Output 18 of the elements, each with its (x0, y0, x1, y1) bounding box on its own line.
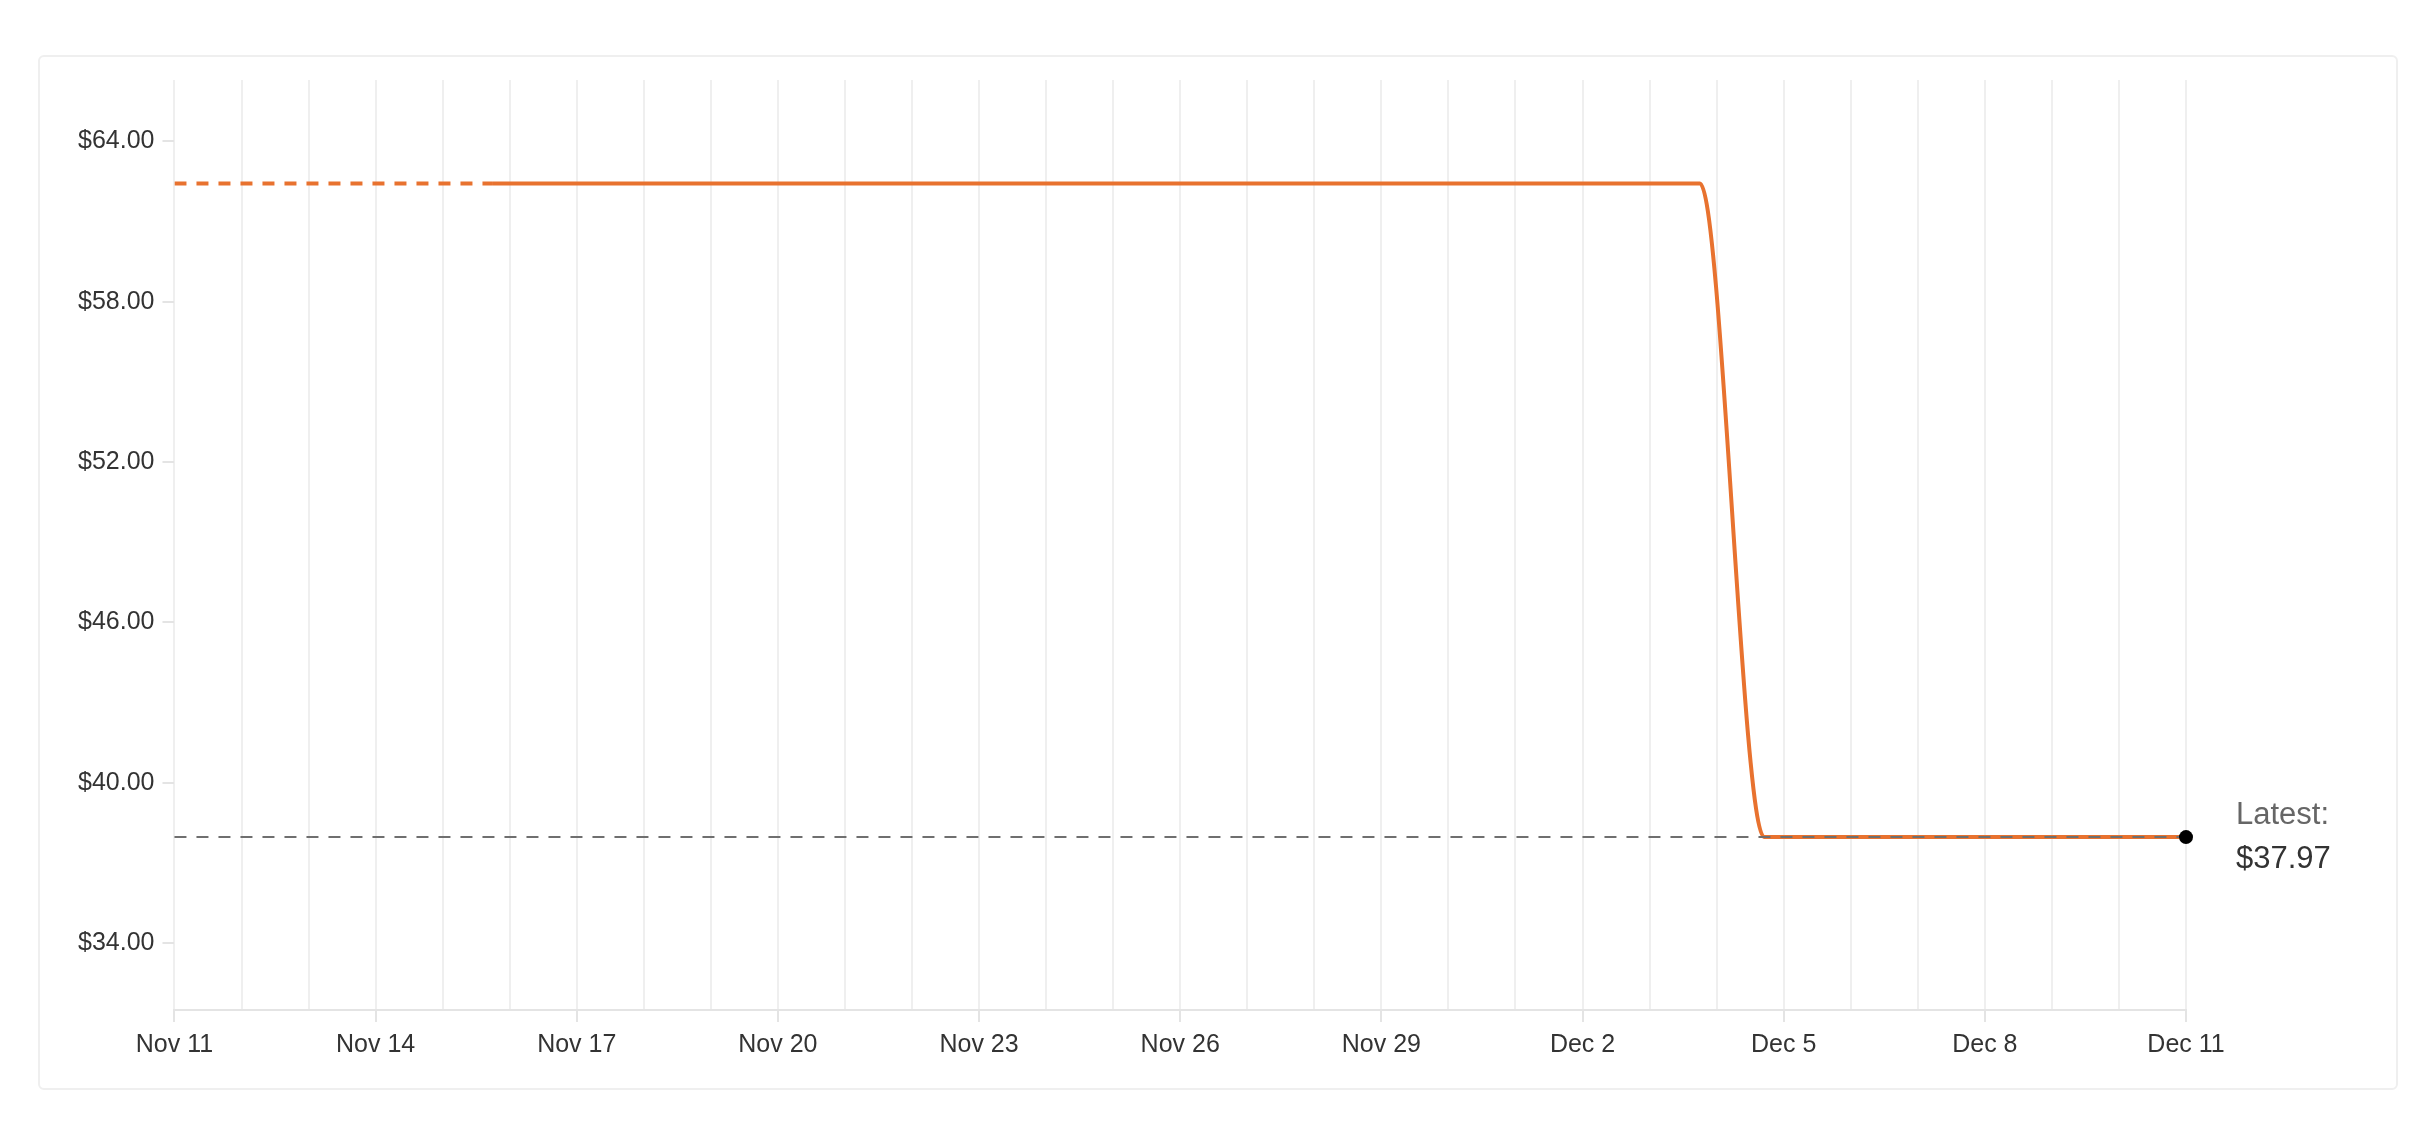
y-tick-label: $52.00 (78, 446, 155, 475)
x-tick-label: Dec 11 (2147, 1028, 2225, 1057)
x-tick-label: Dec 8 (1952, 1028, 2018, 1057)
x-tick-label: Nov 29 (1341, 1028, 1421, 1057)
y-tick-label: $64.00 (78, 125, 155, 154)
x-tick-label: Nov 17 (537, 1028, 617, 1057)
x-tick-label: Dec 2 (1549, 1028, 1616, 1057)
x-tick-label: Nov 26 (1140, 1028, 1220, 1057)
x-tick-label: Nov 11 (135, 1028, 214, 1057)
annotation: Latest: $37.97 (2236, 795, 2331, 875)
x-tick-label: Dec 5 (1751, 1028, 1817, 1057)
x-tick-label: Nov 20 (738, 1028, 818, 1057)
y-tick-label: $58.00 (78, 285, 155, 314)
y-tick-label: $34.00 (78, 927, 155, 956)
y-tick-label: $46.00 (78, 606, 155, 635)
x-tick-label: Nov 14 (336, 1028, 416, 1057)
x-tick-label: Nov 23 (939, 1028, 1019, 1057)
y-tick-label: $40.00 (78, 766, 155, 795)
